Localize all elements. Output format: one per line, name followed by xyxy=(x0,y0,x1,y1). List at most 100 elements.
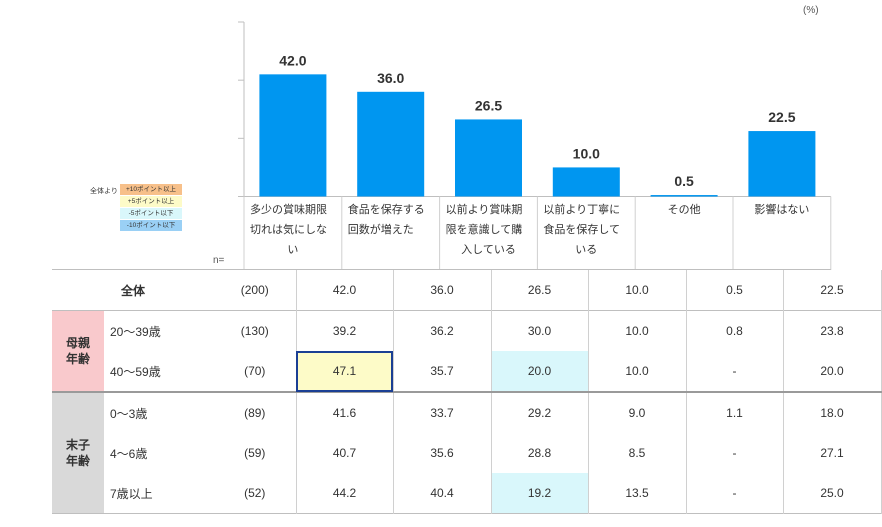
table-cell: - xyxy=(685,433,783,473)
legend-label: 全体より xyxy=(90,188,118,195)
category-label: 多少の賞味期限 切れは気にしない xyxy=(244,200,342,268)
unit-label: (%) xyxy=(803,5,819,16)
row-label: 全体 xyxy=(120,283,145,298)
table-cell: 18.0 xyxy=(782,392,882,433)
legend-swatch-minus10: -10ポイント以下 xyxy=(120,220,182,231)
table-row: 母親年齢 20～39歳 (130) 39.2 36.2 30.0 10.0 0.8 23.8 xyxy=(52,310,882,392)
bar-value-label: 42.0 xyxy=(279,52,306,68)
table-cell: 35.6 xyxy=(392,433,491,473)
table-cell: 10.0 xyxy=(587,270,686,311)
category-label: 以前より丁寧に 食品を保存している xyxy=(537,200,635,268)
category-label-line: 影響はない xyxy=(754,204,810,216)
table-row: 7歳以上 (52) 44.2 40.4 19.2 13.5-25.0 xyxy=(52,473,882,514)
bar-value-label: 22.5 xyxy=(768,109,795,125)
bar-value-label: 26.5 xyxy=(475,97,502,113)
category-label-line: 入している xyxy=(461,244,516,256)
category-label-line: 回数が増えた xyxy=(347,224,414,236)
table-cell: 28.8 xyxy=(490,433,588,473)
group-label-line: 年齢 xyxy=(65,454,90,468)
table-cell: 20.0 xyxy=(782,351,882,392)
bar xyxy=(357,91,425,197)
table-cell: 44.2 xyxy=(295,473,393,514)
table-cell: 10.0 xyxy=(587,351,686,392)
category-label: 以前より賞味期 限を意識して購入している xyxy=(440,200,538,268)
sample-size: (89) xyxy=(244,406,266,420)
bar-value-label: 10.0 xyxy=(573,145,600,161)
row-label: 0～3歳 xyxy=(110,406,148,421)
table-cell: - xyxy=(685,473,783,514)
sample-size: (59) xyxy=(244,446,266,460)
bar-value-label: 0.5 xyxy=(674,173,694,189)
bar-chart: 42.0 36.0 26.5 10.0 0.5 22.5 xyxy=(52,21,832,270)
table-row: 末子年齢 0～3歳 (89) 41.6 33.7 29.2 9.0 1.1 18.0 xyxy=(52,392,882,514)
category-label: 影響はない xyxy=(733,200,831,268)
category-label-line: 食品を保存して xyxy=(543,224,621,236)
bar xyxy=(748,131,816,197)
bar xyxy=(650,195,718,197)
table-cell: 22.5 xyxy=(782,270,882,311)
table-cell: 1.1 xyxy=(685,392,783,433)
table-cell: 26.5 xyxy=(490,270,588,311)
table-cell: 36.0 xyxy=(392,270,491,311)
category-label-line: 以前より賞味期 xyxy=(445,204,523,216)
table-cell: 20.0 xyxy=(490,351,588,392)
table-cell: 13.5 xyxy=(587,473,686,514)
data-table: 全体 (200) 42.0 36.0 26.5 10.0 0.5 22.5 母親 年齢 20～39歳… xyxy=(52,270,882,514)
group-label: 末子 年齢 xyxy=(52,392,104,514)
row-label: 40～59歳 xyxy=(110,364,161,379)
group-label-line: 母親 xyxy=(65,336,90,350)
category-label-line: い xyxy=(287,244,299,256)
table-cell: 30.0 xyxy=(490,310,588,351)
table-cell: 0.8 xyxy=(685,310,783,351)
group-label: 母親 年齢 xyxy=(52,310,104,392)
bar xyxy=(455,119,522,197)
group-label-line: 末子 xyxy=(65,438,90,452)
table-row: 4～6歳 (59) 40.7 35.6 28.8 8.5-27.1 xyxy=(52,433,882,473)
category-label-line: 限を意識して購 xyxy=(445,224,523,236)
n-label: n= xyxy=(213,255,225,266)
category-label: その他 xyxy=(635,200,733,268)
bar xyxy=(552,167,620,197)
legend-swatch-plus10: +10ポイント以上 xyxy=(120,184,182,195)
table-cell: 42.0 xyxy=(295,270,393,311)
row-label: 4～6歳 xyxy=(110,446,148,461)
table-cell: 8.5 xyxy=(587,433,686,473)
legend-swatch-plus5: +5ポイント以上 xyxy=(120,196,182,207)
sample-size: (200) xyxy=(240,283,269,297)
table-cell: 40.4 xyxy=(392,473,491,514)
table-row: 40～59歳 (70) 47.1 35.7 20.0 10.0-20.0 xyxy=(52,351,882,392)
table-cell: 29.2 xyxy=(490,392,588,433)
table-cell: 10.0 xyxy=(587,310,686,351)
sample-size: (52) xyxy=(244,486,266,500)
row-label: 20～39歳 xyxy=(110,324,161,339)
table-cell: 23.8 xyxy=(782,310,882,351)
table-cell: - xyxy=(685,351,783,392)
table-cell: 39.2 xyxy=(295,310,393,351)
table-cell: 27.1 xyxy=(782,433,882,473)
legend-swatch-minus5: -5ポイント以下 xyxy=(120,208,182,219)
row-label: 7歳以上 xyxy=(110,486,153,501)
sample-size: (70) xyxy=(244,364,266,378)
table-cell: 33.7 xyxy=(392,392,491,433)
table-row: 全体 (200) 42.0 36.0 26.5 10.0 0.5 22.5 xyxy=(52,270,882,311)
category-label: 食品を保存する 回数が増えた xyxy=(342,200,440,268)
table-cell: 9.0 xyxy=(587,392,686,433)
table-cell: 36.2 xyxy=(392,310,491,351)
table-cell: 19.2 xyxy=(490,473,588,514)
category-label-line: 食品を保存する xyxy=(347,204,425,216)
category-label-line: 切れは気にしな xyxy=(250,224,327,236)
table-cell: 35.7 xyxy=(392,351,491,392)
table-cell: 47.1 xyxy=(295,351,393,392)
bar xyxy=(259,74,327,197)
table-cell: 0.5 xyxy=(685,270,783,311)
sample-size: (130) xyxy=(240,324,269,338)
bar-value-label: 36.0 xyxy=(377,70,404,86)
category-label-line: 以前より丁寧に xyxy=(543,204,621,216)
category-label-line: その他 xyxy=(667,204,701,216)
category-label-line: 多少の賞味期限 xyxy=(250,204,327,216)
table-cell: 40.7 xyxy=(295,433,393,473)
table-cell: 41.6 xyxy=(295,392,393,433)
group-label-line: 年齢 xyxy=(65,352,90,366)
category-label-line: いる xyxy=(575,244,598,256)
table-cell: 25.0 xyxy=(782,473,882,514)
